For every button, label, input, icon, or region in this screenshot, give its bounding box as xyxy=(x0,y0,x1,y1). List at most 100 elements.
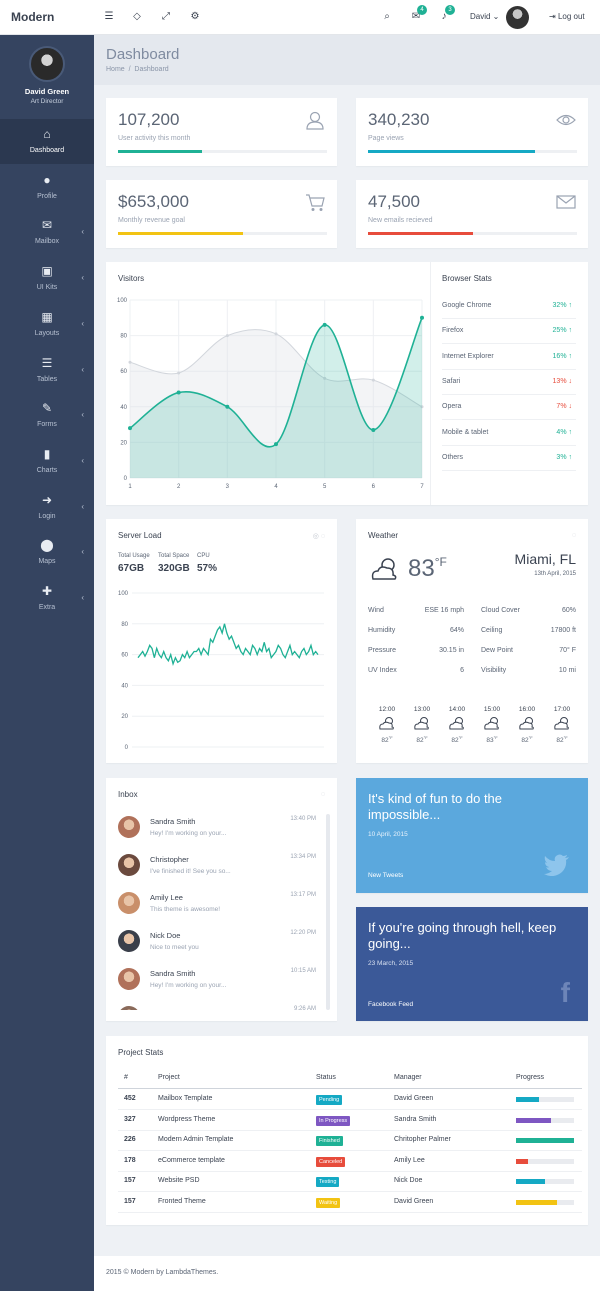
user-icon: ● xyxy=(43,172,51,187)
sidebar-item-profile[interactable]: ● Profile xyxy=(0,165,94,210)
sidebar-item-tables[interactable]: ☰ Tables ‹ xyxy=(0,348,94,393)
data-point[interactable] xyxy=(420,405,424,409)
data-point[interactable] xyxy=(225,334,229,338)
message-preview: I've finished it! See you so... xyxy=(150,868,231,875)
column-header[interactable]: Progress xyxy=(516,1074,545,1081)
data-point[interactable] xyxy=(420,315,424,320)
chevron-left-icon: ‹ xyxy=(81,547,84,557)
data-point[interactable] xyxy=(371,427,376,432)
sidebar-item-ui-kits[interactable]: ▣ UI Kits ‹ xyxy=(0,256,94,301)
user-menu[interactable]: David ⌄ xyxy=(470,12,500,21)
visitors-card: Visitors 0 20 40 60 80 100 1 2 3 4 5 6 7 Browser Sta… xyxy=(106,262,588,505)
sidebar-item-maps[interactable]: ⬤ Maps ‹ xyxy=(0,530,94,575)
sidebar-item-login[interactable]: ➜ Login ‹ xyxy=(0,485,94,530)
page-header: Dashboard Home / Dashboard xyxy=(94,35,600,85)
cpu-label: CPU xyxy=(197,553,210,559)
eye-icon xyxy=(556,114,576,126)
weather-value: 60% xyxy=(561,607,576,614)
current-temp-value: 83 xyxy=(408,555,435,582)
stat-progress-fill xyxy=(118,150,202,153)
logout-link[interactable]: ⇥ Log out xyxy=(549,12,585,21)
data-point[interactable] xyxy=(323,376,327,380)
weather-label: Visibility xyxy=(481,667,507,674)
sidebar-item-extra[interactable]: ✚ Extra ‹ xyxy=(0,576,94,621)
city: Miami, FL xyxy=(514,551,576,567)
diamond-icon[interactable]: ◇ xyxy=(133,11,141,22)
facebook-card[interactable]: If you're going through hell, keep going… xyxy=(356,907,588,1021)
menu-icon[interactable]: ☰ xyxy=(104,11,114,22)
inbox-message[interactable]: 9:26 AM xyxy=(118,1002,316,1010)
column-header[interactable]: Status xyxy=(316,1074,336,1081)
inbox-message[interactable]: Amily Lee This theme is awesome! 13:17 PM xyxy=(118,888,316,926)
browser-percent: 7% xyxy=(556,403,567,411)
brand-logo[interactable]: Modern xyxy=(11,10,55,24)
data-point[interactable] xyxy=(371,378,375,382)
refresh-icon[interactable]: ◌ xyxy=(571,532,576,539)
message-preview: Hey! I'm working on your... xyxy=(150,982,227,989)
data-point[interactable] xyxy=(128,426,132,431)
bell-badge: 3 xyxy=(445,5,455,15)
forecast-time: 17:00 xyxy=(553,706,571,713)
sidebar-item-dashboard[interactable]: ⌂ Dashboard xyxy=(0,119,94,164)
refresh-icon[interactable]: ◌ xyxy=(320,791,325,798)
message-time: 10:15 AM xyxy=(290,968,316,974)
data-point[interactable] xyxy=(128,360,132,364)
forecast-temp: 82°F xyxy=(547,735,577,744)
twitter-card[interactable]: It's kind of fun to do the impossible...… xyxy=(356,778,588,893)
series-line xyxy=(129,317,423,448)
inbox-scrollbar[interactable] xyxy=(326,814,330,1010)
mail-icon[interactable]: ✉ 4 xyxy=(409,5,427,24)
facebook-footer[interactable]: Facebook Feed xyxy=(368,1001,414,1008)
partly-cloudy-icon xyxy=(414,717,429,730)
message-preview: This theme is awesome! xyxy=(150,906,221,913)
bell-icon[interactable]: ♪ 3 xyxy=(437,5,455,24)
progress-fill xyxy=(516,1117,551,1123)
stat-label: Monthly revenue goal xyxy=(118,217,185,224)
column-header[interactable]: Project xyxy=(158,1074,180,1081)
inbox-message[interactable]: Sandra Smith Hey! I'm working on your... 1… xyxy=(118,812,316,850)
inbox-message[interactable]: Nick Doe Nice to meet you 12:20 PM xyxy=(118,926,316,964)
progress-bar xyxy=(516,1200,574,1205)
tweet-date: 10 April, 2015 xyxy=(368,831,408,838)
inbox-message[interactable]: Sandra Smith Hey! I'm working on your... 1… xyxy=(118,964,316,1002)
progress-fill xyxy=(516,1138,574,1144)
table-row[interactable]: 157 Website PSD Testing Nick Doe xyxy=(118,1171,582,1193)
refresh-icon[interactable]: ◎ ◌ xyxy=(312,533,325,540)
stat-value: $653,000 xyxy=(118,192,189,211)
browser-name: Google Chrome xyxy=(442,302,492,309)
settings-icon[interactable]: ⚙ xyxy=(190,11,200,22)
data-point[interactable] xyxy=(322,322,327,327)
inbox-message[interactable]: Christopher I've finished it! See you so.… xyxy=(118,850,316,888)
sidebar-item-charts[interactable]: ▮ Charts ‹ xyxy=(0,439,94,484)
sidebar-item-layouts[interactable]: ▦ Layouts ‹ xyxy=(0,302,94,347)
table-row[interactable]: 327 Wordpress Theme In Progress Sandra Smit… xyxy=(118,1110,582,1131)
data-point[interactable] xyxy=(225,404,230,409)
tweet-footer[interactable]: New Tweets xyxy=(368,872,404,879)
search-icon[interactable]: ⌕ xyxy=(384,11,390,22)
table-row[interactable]: 452 Mailbox Template Pending David Green xyxy=(118,1089,582,1110)
column-header[interactable]: # xyxy=(124,1074,128,1081)
sidebar-item-mailbox[interactable]: ✉ Mailbox ‹ xyxy=(0,210,94,255)
project-stats-title: Project Stats xyxy=(118,1048,164,1057)
data-point[interactable] xyxy=(274,442,278,447)
y-tick-label: 20 xyxy=(120,440,127,446)
data-point[interactable] xyxy=(274,332,278,336)
briefcase-icon: ▣ xyxy=(41,264,53,279)
data-point[interactable] xyxy=(177,371,181,375)
avatar[interactable] xyxy=(506,6,529,29)
home-icon: ⌂ xyxy=(43,127,51,141)
y-tick-label: 100 xyxy=(117,298,128,304)
stat-value: 107,200 xyxy=(118,110,180,129)
profile-avatar[interactable] xyxy=(29,46,65,82)
data-point[interactable] xyxy=(176,390,181,395)
stat-card: $653,000 Monthly revenue goal xyxy=(106,180,337,248)
fullscreen-icon[interactable]: ⤢ xyxy=(162,11,170,22)
table-row[interactable]: 226 Modern Admin Template Finished Chritoph… xyxy=(118,1130,582,1152)
table-row[interactable]: 178 eCommerce template Canceled Amily Lee xyxy=(118,1151,582,1172)
sidebar-item-forms[interactable]: ✎ Forms ‹ xyxy=(0,393,94,438)
stat-value: 47,500 xyxy=(368,192,420,211)
column-header[interactable]: Manager xyxy=(394,1074,422,1081)
table-row[interactable]: 157 Fronted Theme Waiting David Green xyxy=(118,1192,582,1213)
breadcrumb-home[interactable]: Home xyxy=(106,66,125,73)
logout-icon: ⇥ xyxy=(549,12,558,21)
